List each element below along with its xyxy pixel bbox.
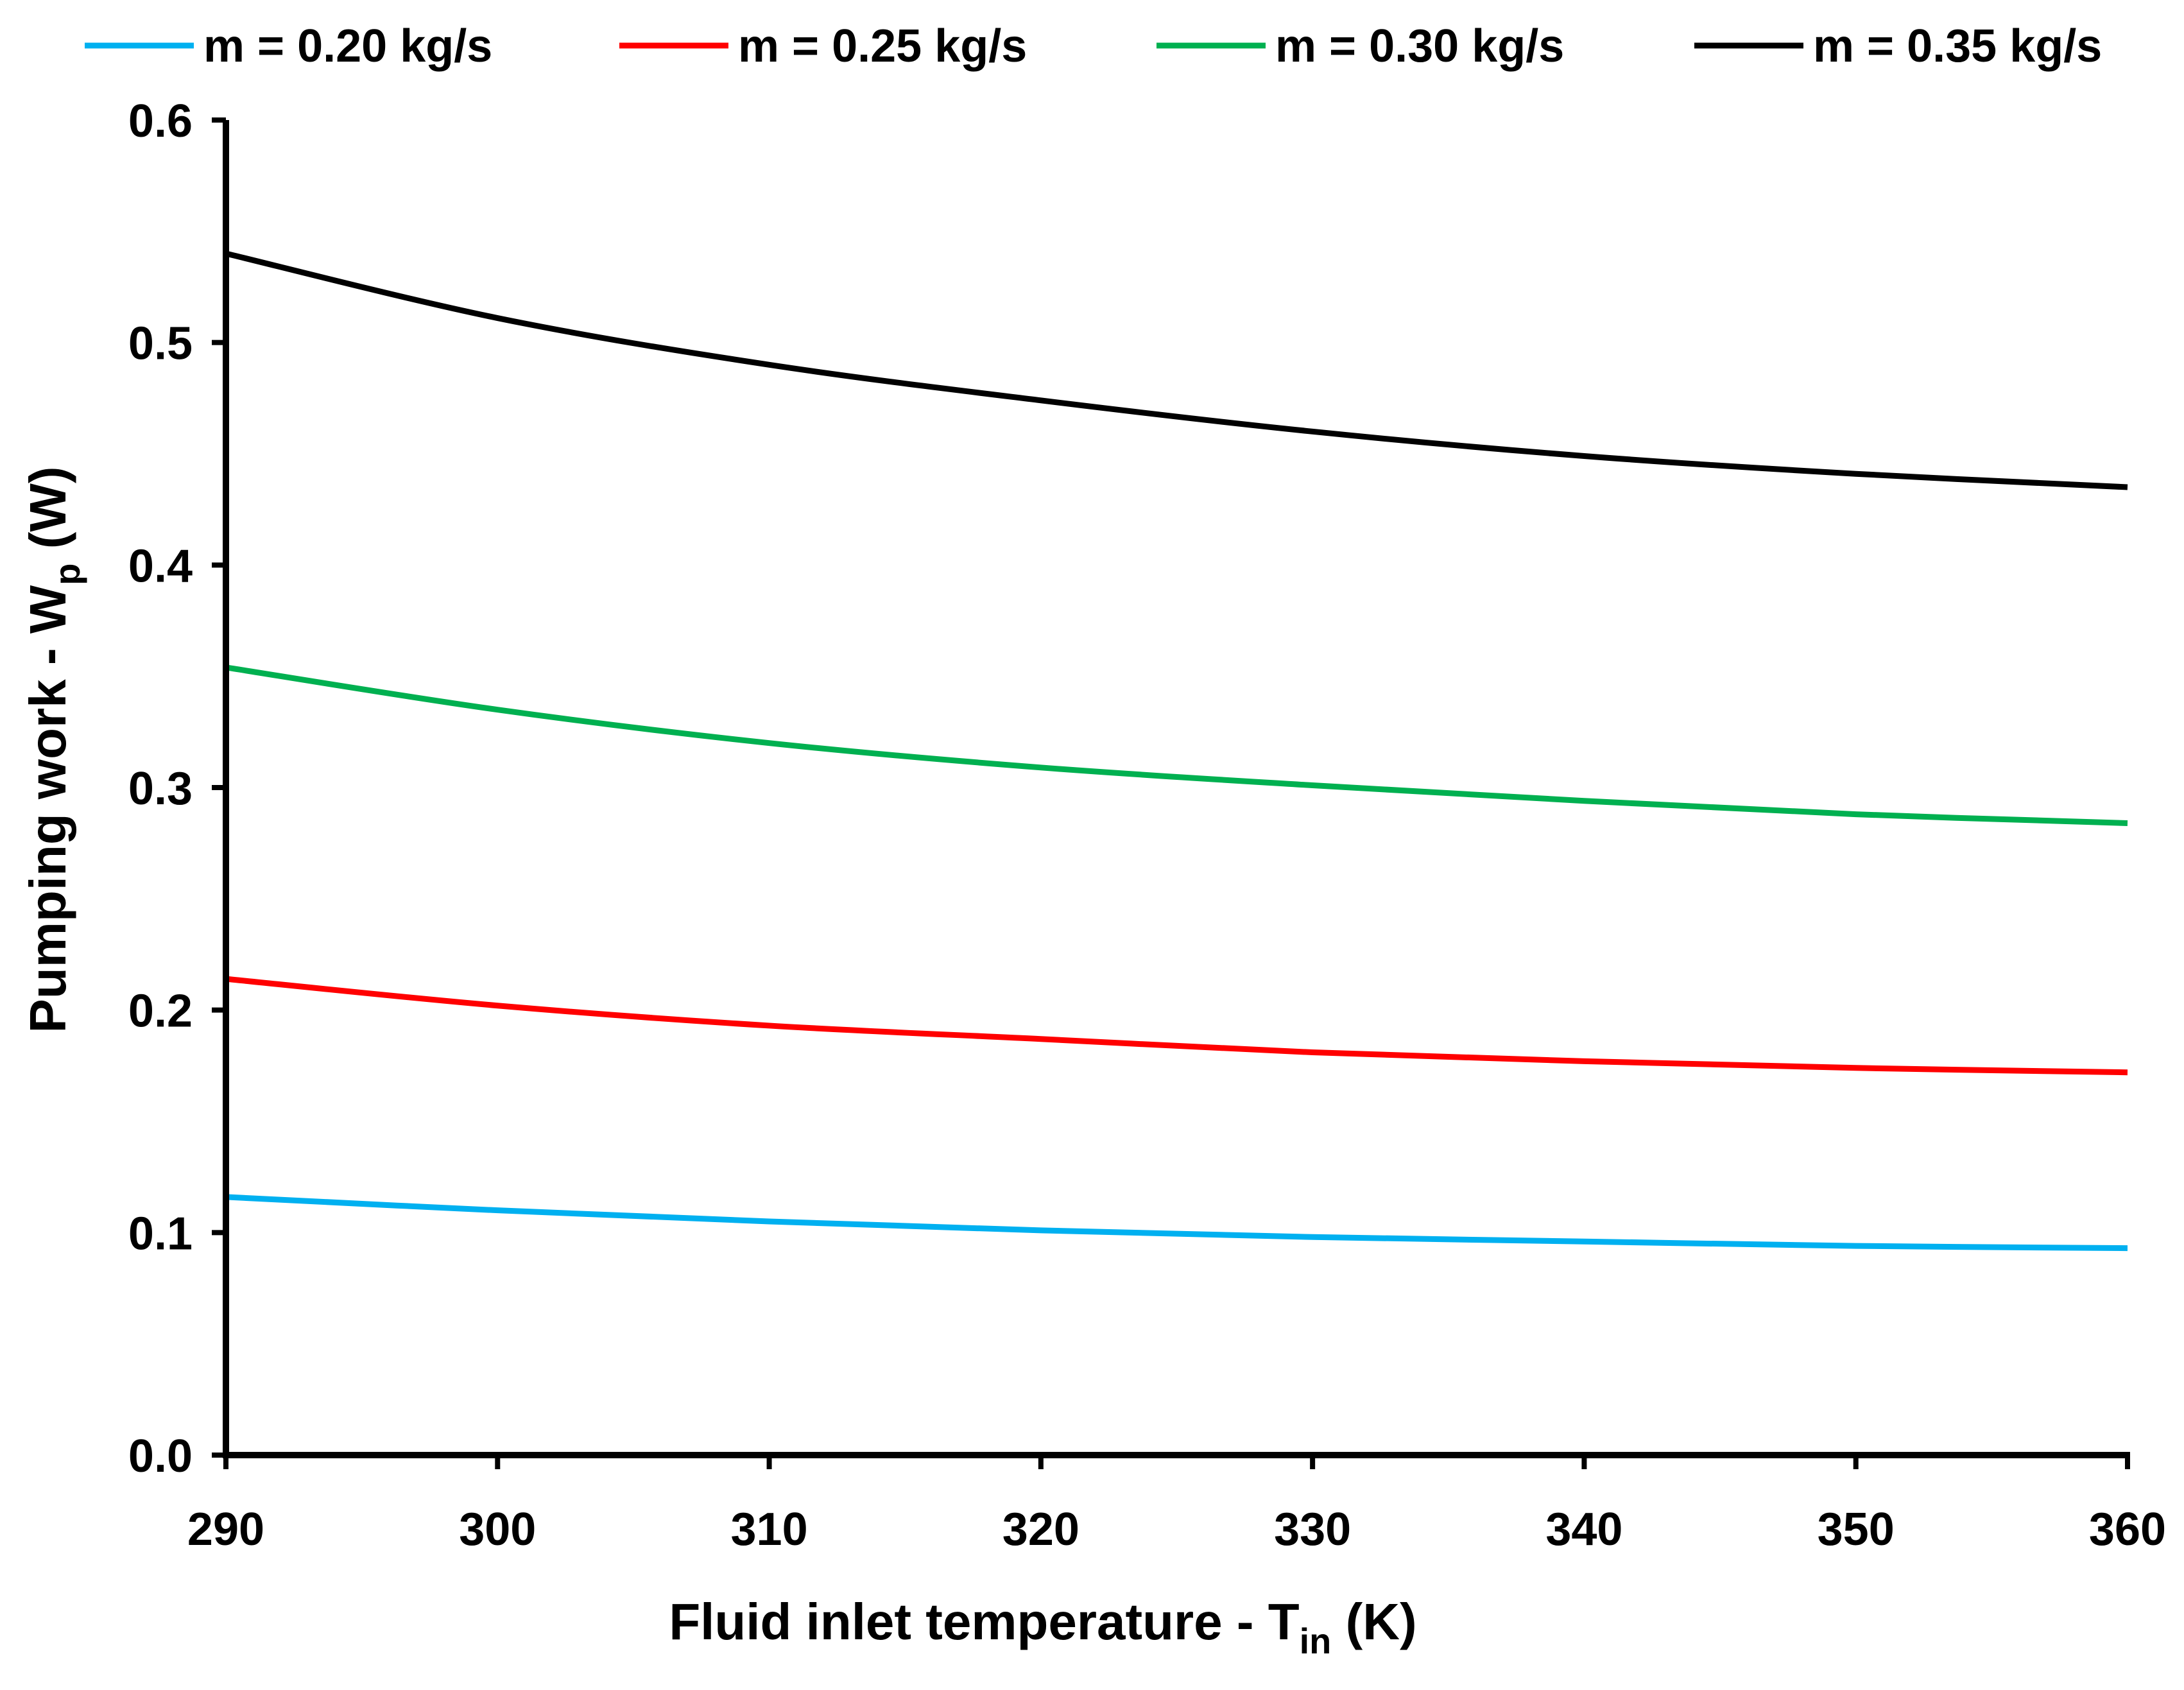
x-tick-label: 350: [1818, 1504, 1895, 1555]
y-axis-label-unit: (W): [19, 467, 76, 564]
series-line-1: [225, 1194, 2128, 1252]
x-tick-label: 300: [459, 1504, 536, 1555]
y-axis-label: Pumping work - Wp (W): [19, 467, 87, 1033]
axes: 0.0 0.1 0.2 0.3 0.4 0.5 0.6 290 300 310 320 330 340 3…: [128, 96, 2166, 1555]
y-tick-label: 0.0: [128, 1431, 193, 1482]
y-tick-label: 0.6: [128, 96, 193, 147]
x-tick-label: 290: [187, 1504, 264, 1555]
y-tick-label: 0.5: [128, 318, 193, 370]
x-axis-label-unit: (K): [1331, 1593, 1416, 1650]
y-tick-label: 0.1: [128, 1208, 193, 1259]
series-group: [225, 250, 2128, 1252]
legend-label-1: m = 0.20 kg/s: [203, 21, 492, 72]
y-tick-label: 0.2: [128, 986, 193, 1037]
x-axis-label: Fluid inlet temperature - Tin (K): [669, 1593, 1416, 1661]
legend-label-2: m = 0.25 kg/s: [738, 21, 1027, 72]
y-tick-label: 0.4: [128, 540, 193, 592]
x-tick-label: 360: [2089, 1504, 2166, 1555]
legend: m = 0.20 kg/s m = 0.25 kg/s m = 0.30 kg/s m…: [85, 21, 2102, 72]
series-line-2: [225, 976, 2128, 1076]
series-line-3: [225, 664, 2128, 826]
y-tick-label: 0.3: [128, 763, 193, 815]
x-axis-label-subscript: in: [1300, 1621, 1332, 1661]
x-tick-label: 310: [731, 1504, 808, 1555]
x-tick-label: 320: [1002, 1504, 1079, 1555]
y-axis-label-main: Pumping work - W: [19, 585, 76, 1033]
legend-label-4: m = 0.35 kg/s: [1813, 21, 2102, 72]
x-tick-label: 330: [1274, 1504, 1351, 1555]
legend-label-3: m = 0.30 kg/s: [1275, 21, 1564, 72]
y-axis-label-subscript: p: [47, 564, 87, 585]
series-line-4: [225, 250, 2128, 490]
x-tick-label: 340: [1545, 1504, 1622, 1555]
x-axis-label-main: Fluid inlet temperature - T: [669, 1593, 1299, 1650]
